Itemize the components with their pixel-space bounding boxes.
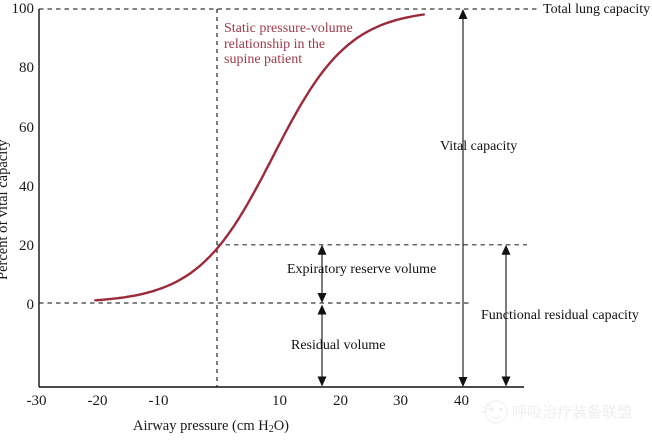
svg-text:呼吸治疗装备联盟: 呼吸治疗装备联盟 — [512, 404, 632, 421]
